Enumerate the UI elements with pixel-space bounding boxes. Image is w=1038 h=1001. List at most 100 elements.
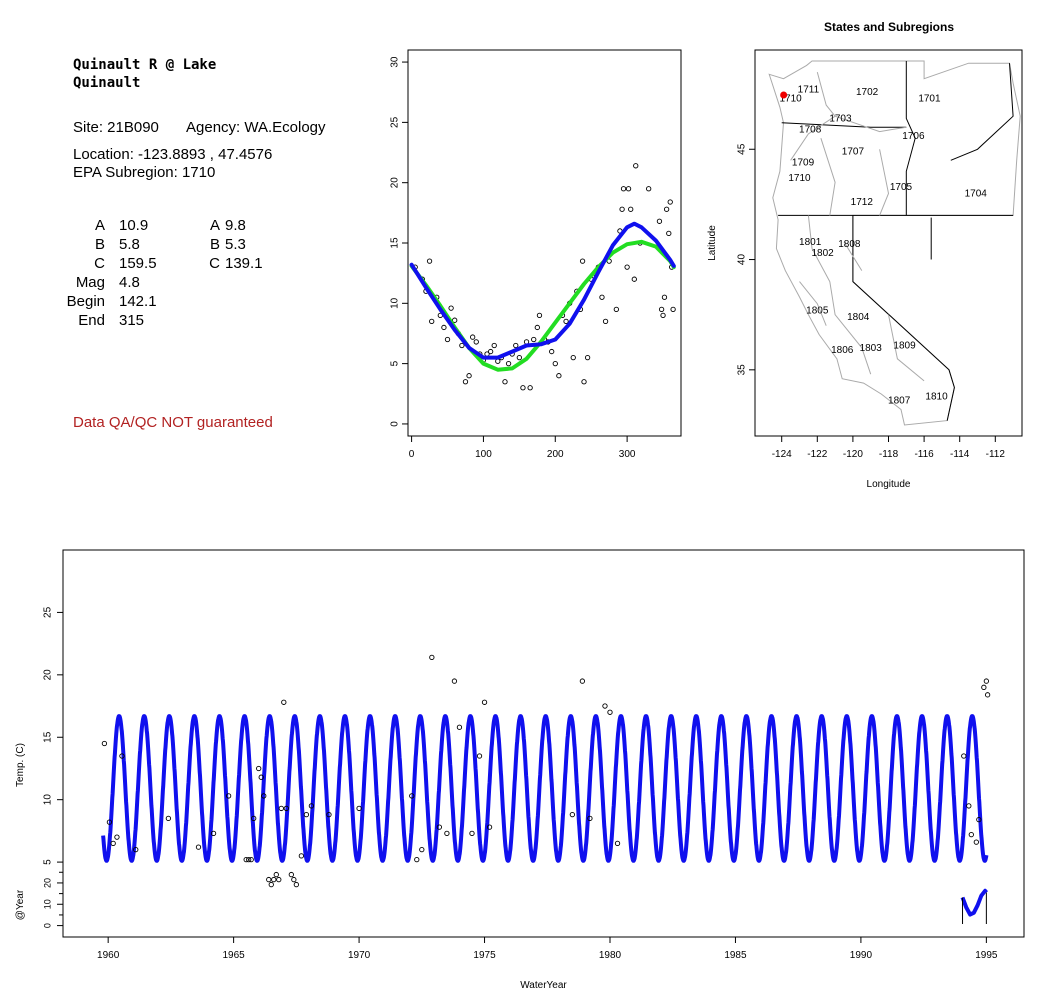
seasonal-data-point [660,312,666,319]
seasonal-data-point [556,373,562,379]
map-x-tick-label: -114 [950,449,970,460]
timeseries-x-tick-label: 1980 [599,950,622,961]
map-region-label: 1704 [965,188,988,199]
map-region-label: 1708 [799,124,822,135]
map-region-label: 1709 [792,157,815,168]
seasonal-y-tick-label: 20 [390,177,401,189]
timeseries-data-point [984,692,991,698]
timeseries-plot-frame [62,549,1025,938]
station-location-dot [780,91,788,99]
timeseries-data-point [356,805,362,812]
station-title-line2: Quinault [73,75,141,91]
seasonal-data-point [646,186,652,192]
param-name-mag: Mag [75,274,105,291]
seasonal-data-point [625,186,632,192]
map-region-label: 1804 [847,312,870,323]
timeseries-data-point [409,793,415,799]
map-y-axis-label: Latitude [707,225,718,261]
timeseries-data-point [486,824,493,830]
year-y-tick-label: 10 [42,899,52,909]
seasonal-data-point [658,306,665,312]
seasonal-data-point [505,360,512,367]
timeseries-data-point [258,774,264,780]
timeseries-data-point [281,699,287,705]
seasonal-fit-line-blue [409,221,676,360]
map-x-tick-label: -122 [807,449,827,460]
seasonal-data-point [487,348,494,355]
timeseries-data-point [271,876,277,883]
map-state-border [781,122,907,128]
timeseries-data-point [225,793,232,799]
param-value-begin: 142.1 [119,293,157,310]
seasonal-data-point [534,324,540,331]
timeseries-data-point [966,803,972,809]
seasonal-y-tick-label: 0 [390,421,401,427]
map-region-label: 1807 [888,396,911,407]
seasonal-data-point [581,379,587,385]
timeseries-x-axis-label: WaterYear [520,980,567,991]
map-region-label: 1805 [806,305,829,316]
map-region-label: 1809 [893,341,916,352]
seasonal-data-point [620,186,627,192]
timeseries-data-point [246,856,252,863]
timeseries-data-point [243,856,249,863]
agency-label: Agency: WA.Ecology [186,119,326,136]
annual-curve-line [960,888,988,917]
param-name-c-2: C [209,255,220,272]
seasonal-data-point [602,318,609,325]
timeseries-data-point [276,876,282,883]
timeseries-data-point [248,856,254,863]
year-y-tick-label: 20 [42,878,52,888]
param-name-begin: Begin [66,293,105,310]
timeseries-data-point [273,871,279,878]
param-name-end: End [78,312,105,329]
map-region-label: 1710 [779,94,802,105]
timeseries-data-point [261,793,267,799]
station-title: Quinault R @ Lake Quinault [73,56,216,92]
seasonal-data-point [584,354,591,361]
qa-warning: Data QA/QC NOT guaranteed [73,414,273,431]
map-subregion-boundary [843,241,863,271]
timeseries-data-point [579,678,586,684]
seasonal-y-tick-label: 25 [390,116,401,128]
seasonal-y-tick-label: 15 [390,237,401,249]
map-subregion-boundary [888,314,925,382]
timeseries-x-tick-label: 1985 [724,950,747,961]
param-value-b-2: 5.3 [225,236,246,253]
seasonal-data-point [452,317,458,323]
timeseries-data-point [133,846,139,853]
seasonal-data-point [667,199,673,205]
timeseries-data-point [476,753,483,759]
timeseries-data-point [308,803,315,809]
map-state-border [852,215,955,421]
map-title: States and Subregions [824,20,954,34]
map-region-label: 1808 [838,239,861,250]
param-value-end: 315 [119,312,145,329]
timeseries-data-point [968,831,974,838]
map-y-tick-label: 45 [737,143,748,155]
map-state-border [905,61,916,216]
timeseries-data-point [283,805,289,812]
subregion-label: EPA Subregion: 1710 [73,164,216,181]
seasonal-data-point [459,342,465,349]
timeseries-data-point [110,840,116,847]
map-subregion-boundary [799,281,827,326]
map-region-label: 1706 [902,131,925,142]
seasonal-data-point [444,336,451,343]
seasonal-data-point [549,348,555,355]
timeseries-data-point [303,812,310,818]
timeseries-data-point [429,654,435,661]
seasonal-y-tick-label: 10 [390,297,401,309]
param-value-a: 10.9 [119,217,149,234]
timeseries-data-point [195,844,202,850]
seasonal-data-point [448,305,454,311]
seasonal-data-point [531,336,537,343]
seasonal-data-point [599,294,605,300]
param-value-b: 5.8 [119,236,140,253]
map-region-label: 1712 [851,197,874,208]
seasonal-x-tick-label: 200 [547,449,564,460]
timeseries-data-point [298,853,305,859]
seasonal-y-tick-label: 5 [390,360,401,366]
map-region-label: 1806 [831,345,854,356]
timeseries-data-point [326,812,332,818]
